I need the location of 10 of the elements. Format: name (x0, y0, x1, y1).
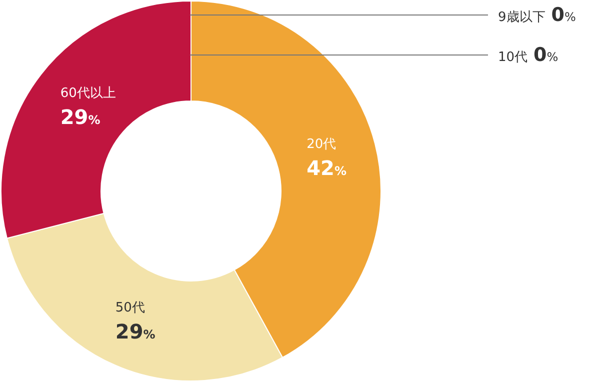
data-label: 29% (60, 105, 100, 130)
text: 0% (534, 44, 558, 66)
category-label: 9歳以下 (498, 10, 546, 25)
slice-label: 50代 (115, 300, 145, 316)
data-label: 42% (306, 156, 346, 180)
data-label: 29% (115, 319, 156, 344)
slice-label: 20代 (306, 137, 336, 152)
slice-label: 60代以上 (60, 86, 116, 102)
text: 0% (551, 4, 576, 26)
category-label: 10代 (498, 50, 528, 65)
